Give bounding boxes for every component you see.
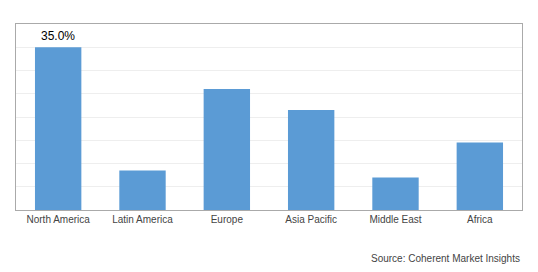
svg-text:Africa: Africa xyxy=(467,214,493,225)
svg-text:35.0%: 35.0% xyxy=(41,29,75,43)
svg-text:Latin America: Latin America xyxy=(112,214,173,225)
svg-text:Source: Coherent Market Insigh: Source: Coherent Market Insights xyxy=(371,253,520,264)
svg-text:Asia Pacific: Asia Pacific xyxy=(285,214,337,225)
svg-text:Europe: Europe xyxy=(211,214,244,225)
svg-text:Middle East: Middle East xyxy=(369,214,421,225)
svg-text:North America: North America xyxy=(26,214,90,225)
